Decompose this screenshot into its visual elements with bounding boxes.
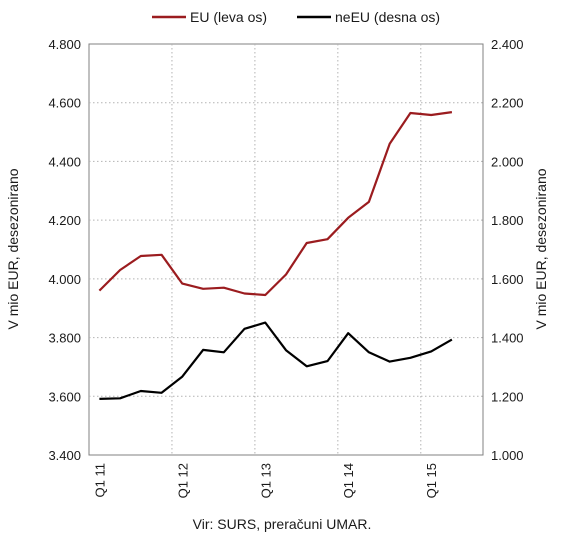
right-tick-label: 2.400 [491,37,524,52]
right-tick-label: 1.400 [491,331,524,346]
legend: EU (leva os) neEU (desna os) [152,9,440,25]
left-tick-label: 3.800 [48,331,81,346]
x-axis-ticks: Q1 11 Q1 12 Q1 13 Q1 14 Q1 15 [92,463,439,498]
right-axis-ticks: 1.000 1.200 1.400 1.600 1.800 2.000 2.200 2.400 [491,37,524,463]
right-tick-label: 1.600 [491,272,524,287]
right-axis-title: V mio EUR, desezonirano [533,168,549,329]
x-tick-label: Q1 14 [341,463,356,498]
line-chart: 3.400 3.600 3.800 4.000 4.200 4.400 4.600 4.800… [5,9,549,498]
x-tick-label: Q1 15 [424,463,439,498]
gridlines [89,44,483,455]
left-tick-label: 3.400 [48,448,81,463]
legend-label-eu: EU (leva os) [190,9,267,25]
right-tick-label: 2.200 [491,96,524,111]
series-line-neeu [99,321,453,400]
right-tick-label: 1.000 [491,448,524,463]
x-tick-label: Q1 11 [92,463,107,497]
right-tick-label: 1.200 [491,389,524,404]
source-note: Vir: SURS, preračuni UMAR. [192,516,372,532]
legend-label-neeu: neEU (desna os) [335,9,440,25]
left-tick-label: 4.600 [48,96,81,111]
x-tick-label: Q1 12 [175,463,190,498]
left-tick-label: 4.400 [48,154,81,169]
left-axis-ticks: 3.400 3.600 3.800 4.000 4.200 4.400 4.600 4.800 [48,37,81,463]
right-tick-label: 1.800 [491,213,524,228]
left-tick-label: 4.000 [48,272,81,287]
left-tick-label: 3.600 [48,389,81,404]
series-lines [98,111,453,400]
plot-area [88,43,484,456]
right-tick-label: 2.000 [491,154,524,169]
series-line-eu [98,111,453,297]
left-tick-label: 4.800 [48,37,81,52]
left-axis-title: V mio EUR, desezonirano [5,168,21,329]
left-tick-label: 4.200 [48,213,81,228]
x-tick-label: Q1 13 [258,463,273,498]
